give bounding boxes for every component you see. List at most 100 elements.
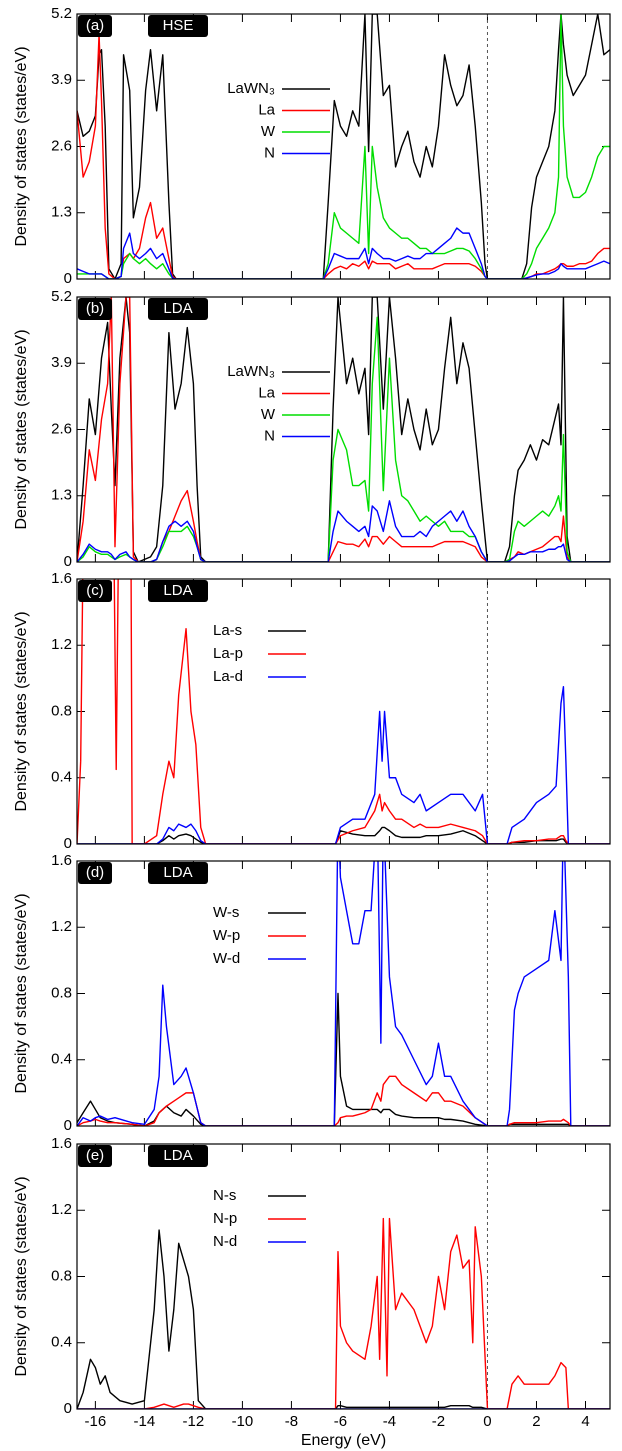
- legend-label: La: [258, 101, 275, 118]
- legend-label: W: [261, 123, 276, 140]
- y-tick-label: 3.9: [51, 354, 72, 371]
- x-tick-label: 0: [483, 1413, 491, 1430]
- legend-label: N-p: [213, 1210, 237, 1227]
- y-tick-label: 1.6: [51, 570, 72, 587]
- y-tick-label: 5.2: [51, 5, 72, 22]
- method-tag-box: [148, 580, 208, 602]
- plot-area: [77, 14, 610, 279]
- legend-label: LaWN₃: [227, 80, 275, 97]
- x-tick-label: -8: [285, 1413, 298, 1430]
- dos-line: [77, 227, 610, 279]
- x-tick-label: -4: [383, 1413, 396, 1430]
- y-tick-label: 1.2: [51, 918, 72, 935]
- legend-label: W: [261, 406, 276, 423]
- dos-line: [77, 579, 610, 844]
- plot-area: [77, 861, 610, 1126]
- method-tag: LDA: [163, 864, 192, 881]
- plot-frame: [76, 1143, 611, 1410]
- legend-label: La-d: [213, 668, 243, 685]
- y-tick-label: 5.2: [51, 288, 72, 305]
- method-tag: LDA: [163, 300, 192, 317]
- plot-frame: [76, 13, 611, 280]
- y-tick-label: 0.4: [51, 769, 72, 786]
- legend-label: La-s: [213, 622, 242, 639]
- y-tick-label: 2.6: [51, 420, 72, 437]
- y-tick-label: 0: [64, 1117, 72, 1134]
- legend-label: La: [258, 384, 275, 401]
- method-tag: LDA: [163, 1147, 192, 1164]
- dos-line: [77, 1229, 610, 1409]
- y-axis-label: Density of states (states/eV): [13, 1176, 30, 1376]
- plot-frame: [76, 860, 611, 1127]
- method-tag-box: [148, 1145, 208, 1167]
- legend-label: N: [264, 427, 275, 444]
- legend-label: N-d: [213, 1233, 237, 1250]
- x-tick-label: 4: [581, 1413, 589, 1430]
- dos-line: [77, 33, 610, 279]
- plot-area: [77, 579, 610, 844]
- panel-tag-box: [78, 298, 112, 320]
- method-tag-box: [148, 862, 208, 884]
- legend-label: LaWN₃: [227, 363, 275, 380]
- y-tick-label: 1.2: [51, 636, 72, 653]
- plot-area: [77, 1217, 610, 1409]
- dos-line: [77, 992, 610, 1126]
- legend-label: W-p: [213, 927, 240, 944]
- y-axis-label: Density of states (states/eV): [13, 611, 30, 811]
- x-axis-label: Energy (eV): [301, 1432, 386, 1449]
- dos-line: [77, 826, 610, 844]
- y-tick-label: 0.4: [51, 1334, 72, 1351]
- panel-tag-box: [78, 862, 112, 884]
- y-tick-label: 2.6: [51, 137, 72, 154]
- dos-line: [77, 500, 610, 562]
- x-tick-label: 2: [532, 1413, 540, 1430]
- plot-frame: [76, 578, 611, 845]
- x-tick-label: -2: [432, 1413, 445, 1430]
- y-tick-label: 1.3: [51, 487, 72, 504]
- legend-label: La-p: [213, 645, 243, 662]
- y-tick-label: 1.6: [51, 852, 72, 869]
- y-tick-label: 1.2: [51, 1201, 72, 1218]
- dos-line: [77, 14, 610, 279]
- method-tag: HSE: [163, 17, 194, 34]
- y-tick-label: 0: [64, 835, 72, 852]
- y-tick-label: 1.3: [51, 204, 72, 221]
- plot-frame: [76, 296, 611, 563]
- y-tick-label: 0.4: [51, 1051, 72, 1068]
- legend-label: W-s: [213, 904, 239, 921]
- legend-label: W-d: [213, 950, 240, 967]
- y-axis-label: Density of states (states/eV): [13, 46, 30, 246]
- panel-tag-box: [78, 15, 112, 37]
- y-tick-label: 0.8: [51, 984, 72, 1001]
- panel-tag-box: [78, 1145, 112, 1167]
- method-tag-box: [148, 298, 208, 320]
- legend-label: N: [264, 144, 275, 161]
- dos-line: [77, 1075, 610, 1126]
- method-tag: LDA: [163, 582, 192, 599]
- x-tick-label: -14: [134, 1413, 156, 1430]
- x-tick-label: -16: [85, 1413, 107, 1430]
- panel-tag: (c): [86, 582, 104, 599]
- dos-line: [77, 297, 610, 562]
- dos-line: [77, 685, 610, 844]
- dos-line: [77, 1217, 610, 1409]
- panel-tag: (a): [86, 17, 104, 34]
- y-tick-label: 3.9: [51, 71, 72, 88]
- dos-line: [77, 14, 610, 279]
- y-tick-label: 1.6: [51, 1135, 72, 1152]
- x-tick-label: -12: [183, 1413, 205, 1430]
- method-tag-box: [148, 15, 208, 37]
- y-tick-label: 0: [64, 1400, 72, 1417]
- x-tick-label: -6: [334, 1413, 347, 1430]
- dos-line: [77, 861, 610, 1126]
- y-axis-label: Density of states (states/eV): [13, 329, 30, 529]
- panel-tag-box: [78, 580, 112, 602]
- y-axis-label: Density of states (states/eV): [13, 893, 30, 1093]
- x-tick-label: -10: [232, 1413, 254, 1430]
- y-tick-label: 0: [64, 553, 72, 570]
- plot-area: [77, 297, 610, 562]
- panel-tag: (e): [86, 1147, 104, 1164]
- panel-tag: (d): [86, 864, 104, 881]
